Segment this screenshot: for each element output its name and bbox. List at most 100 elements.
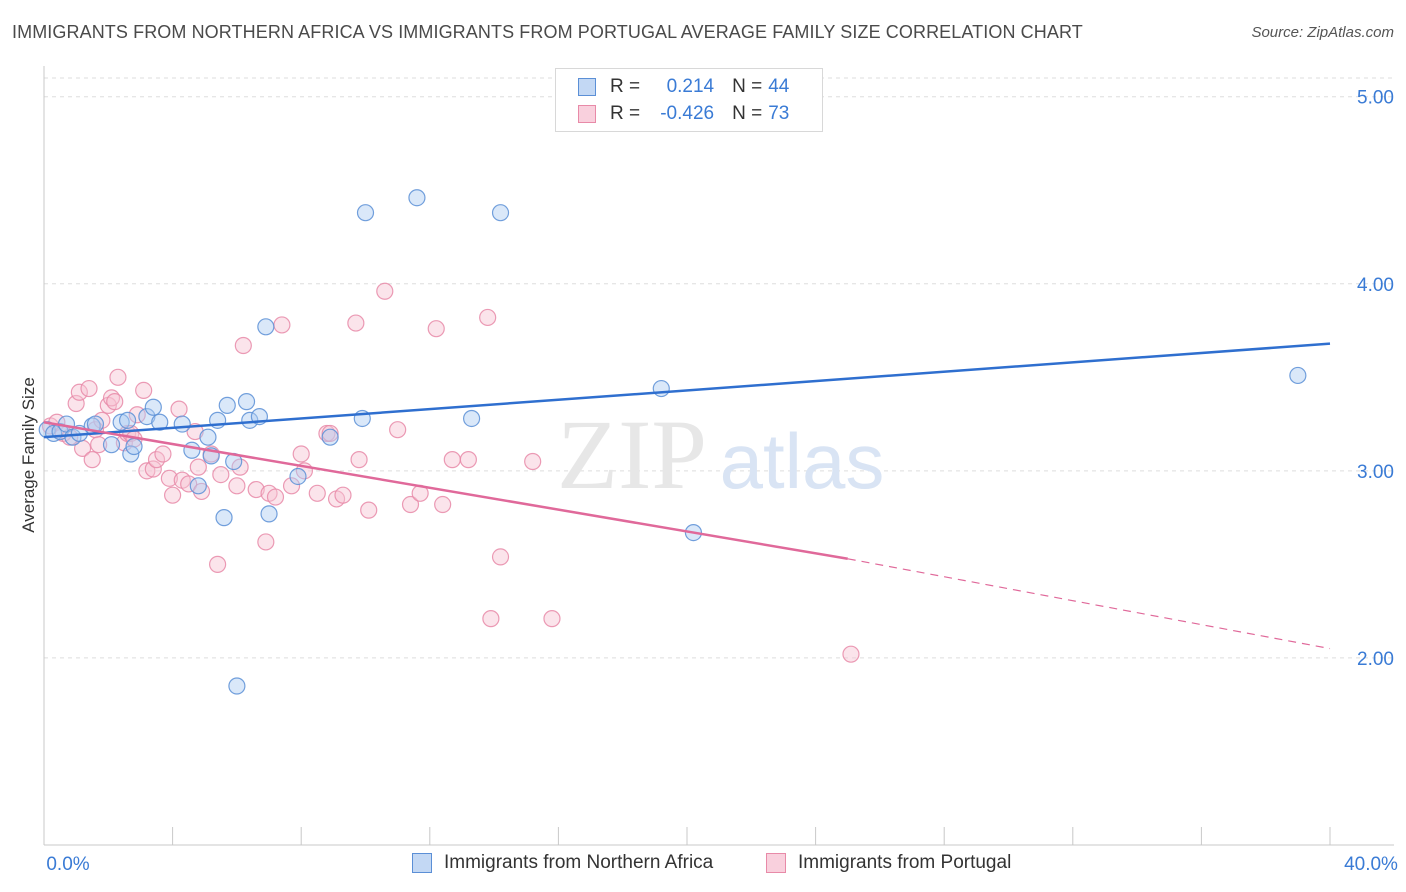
data-point bbox=[144, 398, 162, 416]
data-point bbox=[321, 424, 339, 443]
data-point bbox=[83, 451, 101, 469]
data-point bbox=[90, 436, 108, 454]
data-point bbox=[524, 452, 542, 471]
y-axis-label: Average Family Size bbox=[19, 377, 38, 533]
y-tick-label: 3.00 bbox=[1357, 462, 1394, 483]
data-point bbox=[212, 465, 230, 484]
legend-r-label: R = bbox=[610, 76, 641, 97]
data-point bbox=[199, 428, 217, 446]
data-point bbox=[138, 462, 156, 480]
data-point bbox=[321, 428, 339, 446]
watermark-atlas: atlas bbox=[720, 417, 885, 505]
source-note: Source: ZipAtlas.com bbox=[1251, 24, 1394, 41]
data-point bbox=[308, 484, 326, 502]
legend-row-northern-africa: R = 0.214 N = 44 bbox=[578, 75, 789, 99]
data-point bbox=[125, 437, 143, 456]
data-point bbox=[350, 451, 368, 469]
data-point bbox=[237, 393, 256, 411]
data-point bbox=[209, 555, 227, 573]
data-point bbox=[482, 610, 500, 628]
y-tick-label: 2.00 bbox=[1357, 649, 1394, 670]
legend-n-value: 73 bbox=[768, 103, 790, 124]
data-point bbox=[356, 204, 375, 222]
trend-line-extrapolated bbox=[847, 558, 1331, 650]
data-point bbox=[102, 436, 121, 454]
y-tick-label: 5.00 bbox=[1357, 88, 1394, 109]
data-point bbox=[292, 445, 310, 463]
data-point bbox=[260, 505, 278, 523]
data-point bbox=[135, 381, 153, 400]
data-point bbox=[434, 495, 452, 514]
series-name-northern-africa: Immigrants from Northern Africa bbox=[444, 852, 714, 873]
correlation-legend: R = 0.214 N = 44 R = -0.426 N = 73 bbox=[555, 68, 823, 132]
data-point bbox=[218, 396, 236, 414]
data-point bbox=[479, 308, 497, 327]
series-swatch-blue bbox=[412, 853, 432, 873]
data-point bbox=[109, 368, 127, 386]
data-point bbox=[652, 379, 670, 398]
data-point bbox=[842, 645, 860, 663]
data-point bbox=[189, 458, 207, 476]
data-point bbox=[1289, 366, 1307, 385]
series-name-portugal: Immigrants from Portugal bbox=[798, 852, 1012, 873]
watermark: ZIP atlas bbox=[557, 399, 884, 510]
series-swatch-pink bbox=[766, 853, 786, 873]
legend-r-value: -0.426 bbox=[660, 103, 715, 124]
legend-r-label: R = bbox=[610, 103, 641, 124]
data-point bbox=[282, 477, 301, 495]
data-point bbox=[334, 486, 352, 504]
legend-row-portugal: R = -0.426 N = 73 bbox=[578, 102, 789, 126]
data-point bbox=[183, 441, 201, 459]
y-tick-label: 4.00 bbox=[1357, 275, 1394, 296]
legend-n-value: 44 bbox=[768, 76, 790, 97]
data-point bbox=[106, 393, 124, 411]
data-point bbox=[247, 480, 265, 499]
data-point bbox=[427, 320, 445, 338]
data-point bbox=[80, 379, 98, 398]
data-point bbox=[241, 411, 259, 429]
data-point bbox=[192, 482, 211, 501]
data-point bbox=[154, 445, 172, 463]
data-point bbox=[408, 189, 426, 207]
data-point bbox=[491, 204, 510, 222]
data-point bbox=[160, 469, 178, 487]
data-point bbox=[170, 400, 188, 418]
data-point bbox=[459, 451, 477, 469]
watermark-zip: ZIP bbox=[557, 399, 707, 510]
data-point bbox=[173, 415, 191, 433]
data-point bbox=[234, 336, 252, 355]
gridlines bbox=[44, 77, 1394, 659]
data-point bbox=[228, 677, 246, 695]
series-legend-northern-africa: Immigrants from Northern Africa bbox=[412, 852, 713, 874]
data-point bbox=[67, 394, 85, 413]
legend-n-label: N = bbox=[732, 103, 763, 124]
trend-lines bbox=[43, 342, 1331, 650]
data-point bbox=[257, 533, 275, 551]
data-point bbox=[215, 509, 233, 527]
data-point bbox=[389, 421, 407, 439]
data-point bbox=[144, 460, 162, 478]
x-tick-label: 0.0% bbox=[46, 854, 89, 875]
data-point bbox=[543, 610, 561, 628]
legend-n-label: N = bbox=[732, 76, 763, 97]
data-point bbox=[443, 451, 461, 469]
data-point bbox=[189, 477, 207, 495]
data-point bbox=[164, 486, 182, 504]
data-point bbox=[462, 409, 481, 428]
data-point bbox=[228, 477, 246, 495]
data-point bbox=[376, 282, 394, 300]
data-point bbox=[360, 501, 378, 519]
data-point bbox=[266, 488, 285, 506]
legend-swatch-pink bbox=[578, 105, 596, 123]
data-point bbox=[347, 314, 365, 332]
tick-labels: 2.00 3.00 4.00 5.00 0.0% 40.0% bbox=[46, 88, 1398, 875]
axes bbox=[43, 66, 1394, 846]
data-point bbox=[118, 411, 137, 429]
data-point bbox=[151, 413, 169, 431]
trend-line bbox=[43, 420, 848, 561]
data-point bbox=[401, 495, 420, 514]
data-point bbox=[273, 316, 291, 334]
data-point bbox=[70, 383, 88, 401]
data-point bbox=[257, 318, 275, 336]
